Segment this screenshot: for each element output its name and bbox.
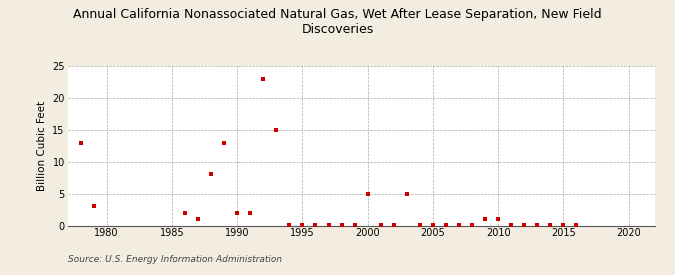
Point — [427, 222, 438, 227]
Point — [545, 222, 556, 227]
Point — [245, 211, 256, 215]
Point — [414, 222, 425, 227]
Point — [271, 128, 281, 132]
Point — [532, 222, 543, 227]
Point — [323, 222, 334, 227]
Point — [375, 222, 386, 227]
Point — [219, 140, 230, 145]
Point — [454, 222, 464, 227]
Point — [493, 217, 504, 221]
Point — [466, 222, 477, 227]
Point — [232, 211, 242, 215]
Point — [506, 222, 516, 227]
Text: Source: U.S. Energy Information Administration: Source: U.S. Energy Information Administ… — [68, 255, 281, 264]
Point — [558, 222, 569, 227]
Point — [362, 191, 373, 196]
Point — [349, 222, 360, 227]
Point — [336, 222, 347, 227]
Point — [297, 222, 308, 227]
Point — [180, 211, 190, 215]
Point — [480, 217, 491, 221]
Point — [388, 222, 399, 227]
Point — [206, 172, 217, 177]
Point — [88, 204, 99, 208]
Point — [192, 217, 203, 221]
Point — [75, 140, 86, 145]
Point — [519, 222, 530, 227]
Text: Annual California Nonassociated Natural Gas, Wet After Lease Separation, New Fie: Annual California Nonassociated Natural … — [73, 8, 602, 36]
Point — [284, 222, 295, 227]
Point — [402, 191, 412, 196]
Point — [571, 222, 582, 227]
Point — [310, 222, 321, 227]
Point — [258, 76, 269, 81]
Point — [441, 222, 452, 227]
Y-axis label: Billion Cubic Feet: Billion Cubic Feet — [36, 101, 47, 191]
